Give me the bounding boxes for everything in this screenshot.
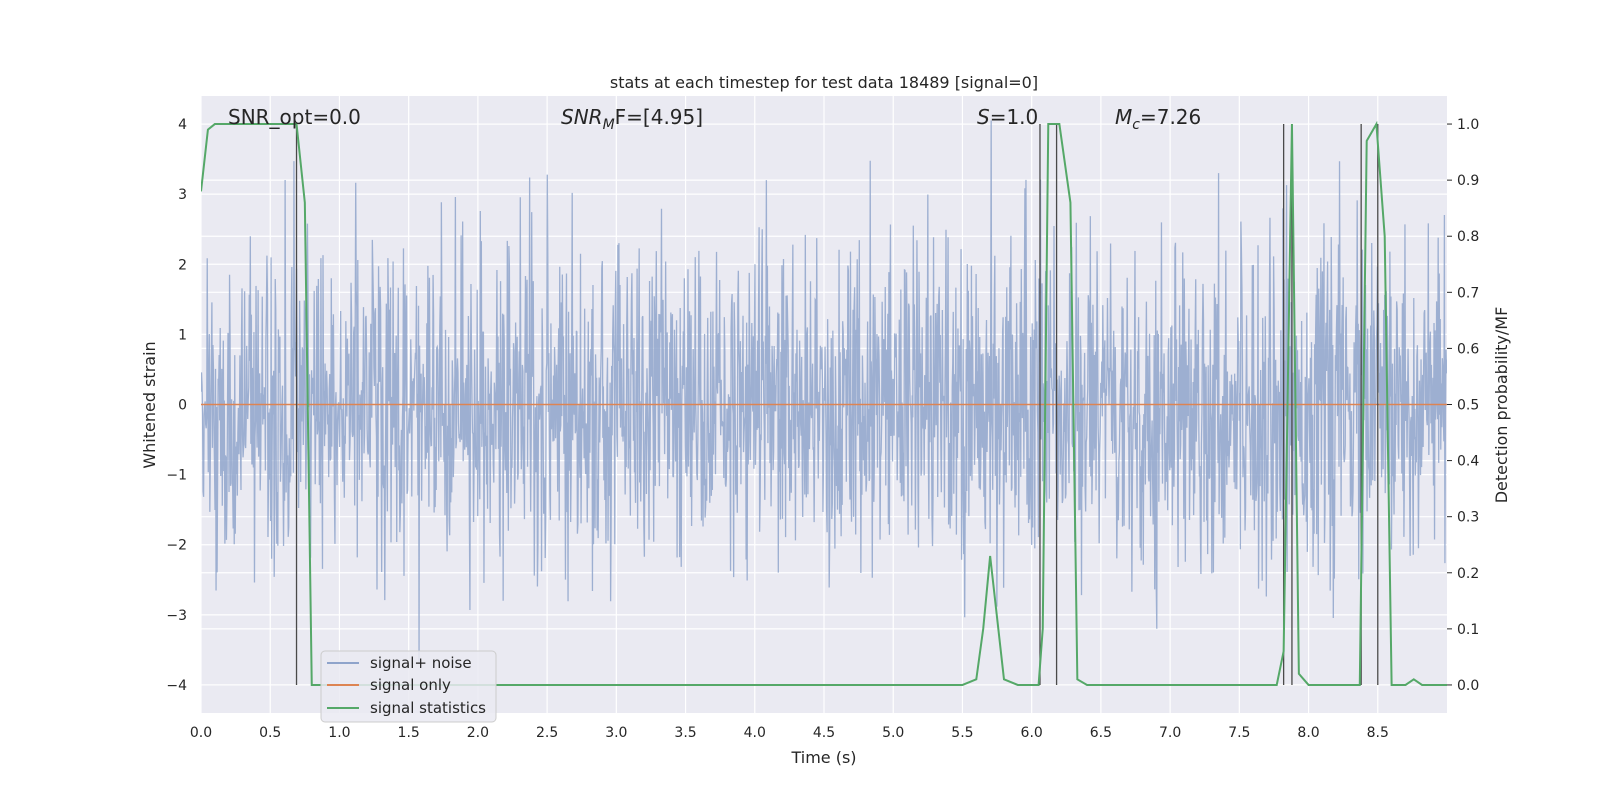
y2-tick-label: 0.0 [1457,678,1479,694]
x-tick-label: 3.0 [605,725,627,741]
y2-tick-label: 0.8 [1457,229,1479,245]
y-tick-label: 1 [178,327,187,343]
y2-tick-label: 0.3 [1457,510,1479,526]
x-tick-label: 1.5 [398,725,420,741]
series-signal-noise-line [201,120,1447,664]
y-axis-ticks: 4 3 2 1 0 −1 −2 −3 −4 [166,117,187,694]
x-tick-label: 7.0 [1159,725,1181,741]
legend-label-signal-only: signal only [370,676,451,694]
y-tick-label: −2 [166,538,187,554]
x-tick-label: 2.5 [536,725,558,741]
x-tick-label: 1.0 [328,725,350,741]
x-axis-ticks: 0.0 0.5 1.0 1.5 2.0 2.5 3.0 3.5 4.0 4.5 5.0 5.5 6.0 6… [190,725,1389,741]
x-tick-label: 0.0 [190,725,212,741]
y-tick-label: 2 [178,257,187,273]
x-tick-label: 4.5 [813,725,835,741]
y2-tick-label: 0.5 [1457,398,1479,414]
y-tick-label: 4 [178,117,187,133]
y2-tick-label: 0.1 [1457,622,1479,638]
x-axis-label: Time (s) [790,748,856,767]
legend: signal+ noise signal only signal statist… [320,650,497,723]
chart-title: stats at each timestep for test data 184… [610,73,1038,92]
x-tick-label: 5.5 [951,725,973,741]
y2-tick-label: 0.2 [1457,566,1479,582]
y2-tick-label: 1.0 [1457,117,1479,133]
y-tick-label: −3 [166,608,187,624]
x-tick-label: 5.0 [882,725,904,741]
y-tick-label: −1 [166,468,187,484]
annotation-s: S=1.0 [977,105,1038,129]
x-tick-label: 6.0 [1021,725,1043,741]
x-tick-label: 3.5 [674,725,696,741]
y-tick-label: 3 [178,187,187,203]
y-tick-label: −4 [166,678,187,694]
annotation-snr-mf: SNRMF=[4.95] [561,105,703,133]
y2-tick-label: 0.4 [1457,454,1479,470]
y2-tick-label: 0.9 [1457,173,1479,189]
legend-box [320,650,497,723]
x-tick-label: 4.0 [744,725,766,741]
x-tick-label: 8.0 [1297,725,1319,741]
y2-tick-label: 0.7 [1457,285,1479,301]
x-tick-label: 2.0 [467,725,489,741]
x-tick-label: 7.5 [1228,725,1250,741]
legend-label-signal-noise: signal+ noise [370,654,472,672]
series-signal-statistics-line [201,120,1447,686]
legend-label-signal-statistics: signal statistics [370,699,486,717]
y2-tick-label: 0.6 [1457,341,1479,357]
y-axis-label: Whitened strain [140,341,159,468]
annotation-snr-opt: SNR_opt=0.0 [228,105,361,129]
y2-axis-label: Detection probability/MF [1492,307,1511,504]
y-tick-label: 0 [178,398,187,414]
y2-axis-ticks: 1.0 0.9 0.8 0.7 0.6 0.5 0.4 0.3 0.2 0.1 0.0 [1447,117,1479,694]
annotation-mc: Mc=7.26 [1115,105,1201,133]
x-tick-label: 6.5 [1090,725,1112,741]
x-tick-label: 8.5 [1367,725,1389,741]
x-tick-label: 0.5 [259,725,281,741]
